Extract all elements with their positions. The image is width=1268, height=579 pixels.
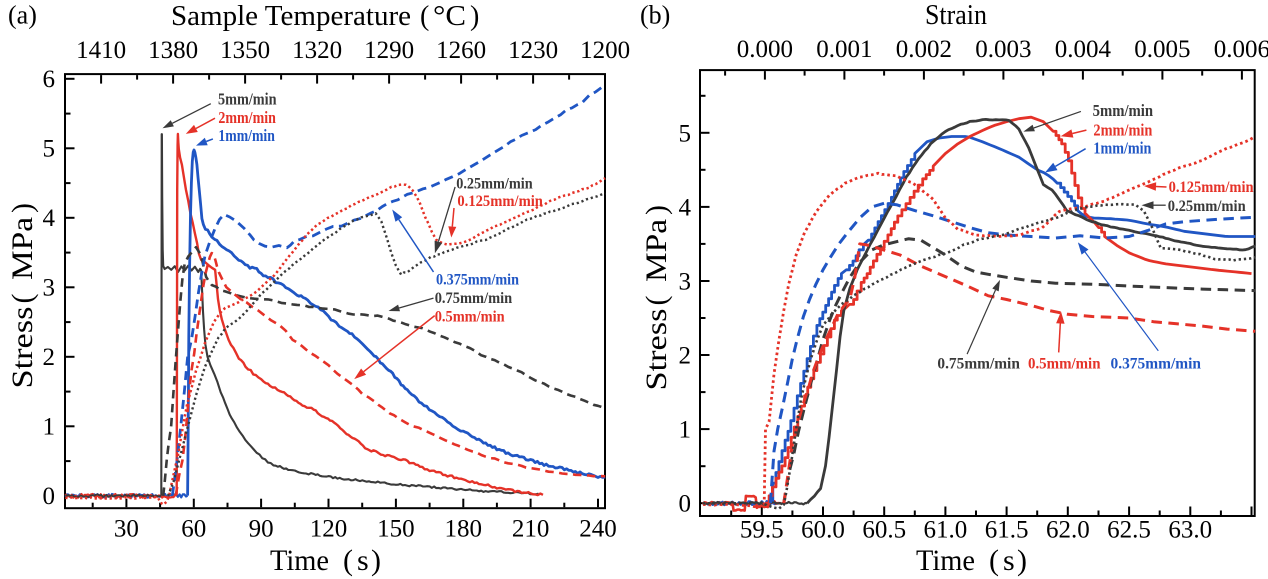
- svg-text:0.005: 0.005: [1134, 36, 1190, 63]
- svg-text:): ): [640, 205, 673, 215]
- svg-text:0.25mm/min: 0.25mm/min: [1168, 198, 1246, 215]
- svg-text:): ): [470, 1, 479, 32]
- svg-text:1: 1: [43, 413, 56, 440]
- svg-text:210: 210: [512, 516, 550, 543]
- svg-text:(: (: [640, 296, 673, 306]
- svg-text:62.5: 62.5: [1107, 517, 1151, 544]
- svg-text:2mm/min: 2mm/min: [1093, 121, 1152, 140]
- svg-text:5mm/min: 5mm/min: [1093, 101, 1154, 120]
- svg-text:0.375mm/min: 0.375mm/min: [436, 272, 519, 289]
- svg-text:0.001: 0.001: [816, 36, 872, 63]
- svg-text:1mm/min: 1mm/min: [218, 126, 275, 145]
- svg-text:60: 60: [181, 516, 206, 543]
- svg-text:2: 2: [679, 343, 692, 370]
- svg-text:s: s: [357, 544, 369, 577]
- svg-text:1350: 1350: [220, 37, 270, 64]
- svg-text:0.003: 0.003: [975, 36, 1031, 63]
- svg-text:62.0: 62.0: [1046, 517, 1090, 544]
- svg-text:5mm/min: 5mm/min: [218, 89, 277, 108]
- svg-text:3: 3: [43, 274, 56, 301]
- svg-text:61.0: 61.0: [924, 517, 968, 544]
- svg-text:180: 180: [445, 516, 483, 543]
- svg-text:0.004: 0.004: [1055, 36, 1112, 63]
- svg-text:): ): [6, 203, 39, 213]
- svg-text:0.25mm/min: 0.25mm/min: [456, 175, 533, 192]
- svg-text:0.006: 0.006: [1214, 36, 1268, 63]
- svg-text:3: 3: [679, 268, 692, 295]
- svg-text:Time: Time: [270, 544, 329, 577]
- svg-text:4: 4: [43, 205, 56, 232]
- svg-text:59.5: 59.5: [740, 517, 784, 544]
- svg-text:0.5mm/min: 0.5mm/min: [1028, 356, 1101, 373]
- svg-text:0.000: 0.000: [737, 36, 793, 63]
- svg-text:0: 0: [679, 491, 692, 518]
- svg-text:MPa: MPa: [6, 217, 39, 280]
- svg-text:0.75mm/min: 0.75mm/min: [435, 290, 513, 307]
- svg-text:0.125mm/min: 0.125mm/min: [457, 193, 543, 210]
- svg-text:90: 90: [249, 516, 274, 543]
- svg-text:0.375mm/min: 0.375mm/min: [1111, 356, 1202, 373]
- svg-text:0.125mm/min: 0.125mm/min: [1169, 179, 1254, 196]
- svg-text:1320: 1320: [292, 37, 342, 64]
- svg-text:120: 120: [310, 516, 348, 543]
- svg-text:1410: 1410: [76, 37, 126, 64]
- svg-text:0: 0: [43, 483, 56, 510]
- svg-text:63.0: 63.0: [1168, 517, 1212, 544]
- svg-text:(: (: [6, 294, 39, 304]
- svg-text:1230: 1230: [508, 37, 558, 64]
- svg-text:MPa: MPa: [640, 219, 673, 282]
- svg-text:60.5: 60.5: [862, 517, 906, 544]
- svg-text:6: 6: [43, 66, 56, 93]
- svg-text:2: 2: [43, 344, 56, 371]
- svg-text:(b): (b): [640, 1, 670, 30]
- svg-text:Stress: Stress: [6, 307, 39, 389]
- svg-text:(a): (a): [8, 1, 37, 30]
- svg-text:(: (: [989, 544, 999, 577]
- svg-text:4: 4: [679, 194, 692, 221]
- svg-text:Time: Time: [916, 544, 975, 577]
- svg-text:Sample Temperature: Sample Temperature: [171, 1, 411, 32]
- svg-text:1: 1: [679, 417, 692, 444]
- svg-text:2mm/min: 2mm/min: [218, 108, 276, 127]
- svg-text:0.75mm/min: 0.75mm/min: [937, 356, 1020, 373]
- svg-text:(: (: [420, 1, 429, 32]
- svg-text:0.5mm/min: 0.5mm/min: [435, 308, 505, 325]
- svg-text:°C: °C: [433, 1, 466, 32]
- svg-text:61.5: 61.5: [985, 517, 1029, 544]
- svg-text:1mm/min: 1mm/min: [1093, 138, 1151, 157]
- svg-text:150: 150: [377, 516, 415, 543]
- svg-text:0.002: 0.002: [896, 36, 952, 63]
- svg-text:1290: 1290: [364, 37, 414, 64]
- svg-text:60.0: 60.0: [801, 517, 845, 544]
- svg-text:(: (: [343, 544, 353, 577]
- svg-text:5: 5: [43, 135, 56, 162]
- svg-text:): ): [1017, 544, 1027, 577]
- svg-text:5: 5: [679, 120, 692, 147]
- svg-text:30: 30: [114, 516, 139, 543]
- svg-text:240: 240: [579, 516, 617, 543]
- svg-text:Stress: Stress: [640, 309, 673, 391]
- svg-text:Strain: Strain: [925, 0, 987, 31]
- svg-text:1260: 1260: [436, 37, 486, 64]
- svg-text:s: s: [1003, 544, 1015, 577]
- svg-text:1380: 1380: [148, 37, 198, 64]
- svg-text:1200: 1200: [580, 37, 630, 64]
- svg-text:): ): [371, 544, 381, 577]
